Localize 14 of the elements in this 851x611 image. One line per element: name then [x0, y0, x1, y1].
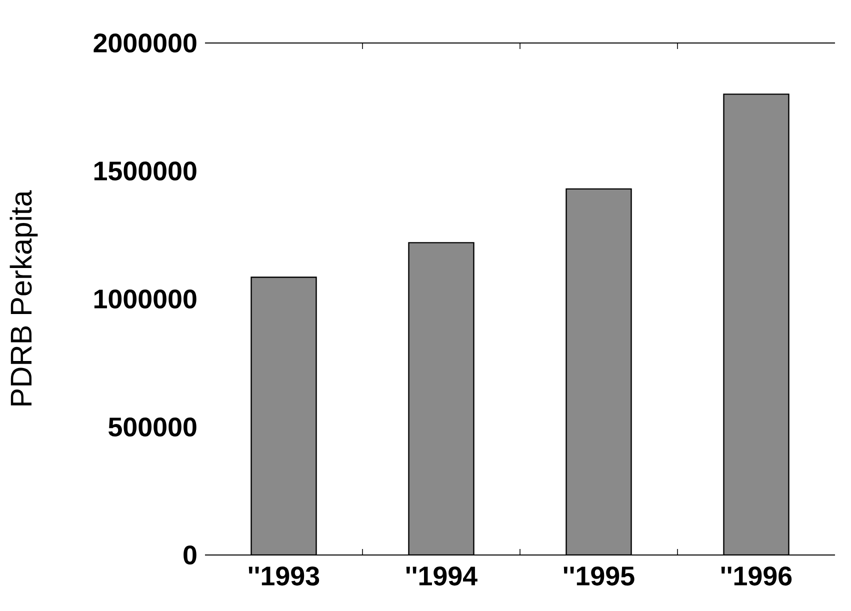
x-tick-label: ''1993 — [248, 566, 320, 586]
x-tick-label: ''1995 — [564, 566, 634, 586]
bar — [408, 242, 474, 555]
y-tick-label: 0 — [184, 545, 196, 565]
x-tick-label: ''1996 — [721, 566, 792, 586]
y-tick-label: 1000000 — [94, 289, 196, 309]
y-axis-title: PDRB Perkapita — [10, 190, 38, 406]
bar — [723, 94, 790, 555]
y-tick-label: 1500000 — [94, 161, 196, 181]
y-tick-label: 500000 — [108, 417, 196, 437]
bar — [250, 276, 317, 555]
bar — [566, 188, 632, 555]
x-tick-label: ''1994 — [406, 566, 478, 586]
y-tick-label: 2000000 — [94, 33, 196, 53]
